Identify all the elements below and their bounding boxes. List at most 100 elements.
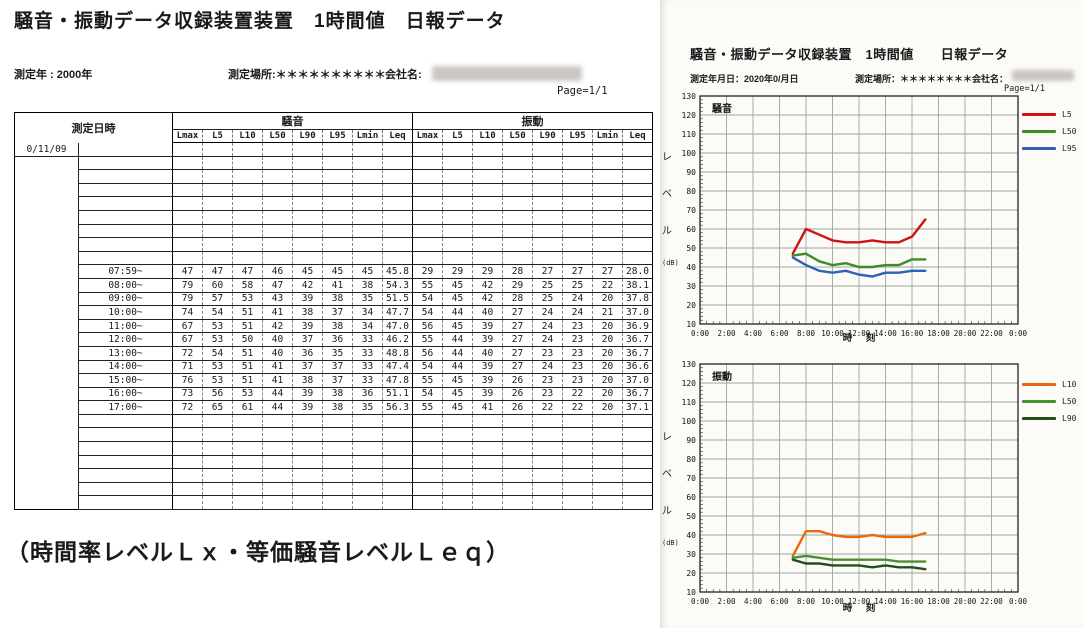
time-cell: 14:00~ [78,360,173,375]
vibration-value-cell: 40 [472,346,503,361]
noise-value-cell: 38 [322,400,353,415]
svg-text:10:00: 10:00 [821,329,844,338]
vibration-value-cell [412,196,443,211]
table-row: 11:00~ 67 53 51 42 39 38 34 47.0 56 45 39 27 24 23 20 36… [15,319,653,334]
chart-svg: 10 20 30 40 50 60 70 80 90 100 110 120 130 0:00 2:00 4:… [682,360,1028,606]
svg-text:騒音: 騒音 [711,102,732,115]
noise-value-cell: 44 [262,400,293,415]
vibration-value-cell [532,183,563,198]
vibration-value-cell: 25 [532,292,563,307]
vibration-value-cell: 45 [442,278,473,293]
noise-value-cell [202,142,233,157]
noise-value-cell: 41 [262,360,293,375]
svg-text:16:00: 16:00 [901,329,924,338]
vibration-value-cell [562,251,593,266]
svg-text:30: 30 [686,550,696,559]
vibration-value-cell [502,224,533,239]
legend-item: L50 [1022,393,1082,410]
noise-value-cell [382,169,413,184]
vibration-value-cell: 42 [472,292,503,307]
noise-value-cell [202,196,233,211]
svg-text:20: 20 [686,569,696,578]
vibration-value-cell [622,414,653,429]
noise-value-cell: 42 [292,278,323,293]
noise-value-cell: 51.1 [382,387,413,402]
table-row: 0/11/09 [14,142,653,157]
vibration-value-cell: 27 [562,264,593,279]
noise-value-cell: 41 [262,373,293,388]
noise-value-cell [202,169,233,184]
vibration-value-cell [592,142,623,157]
vibration-value-cell [562,224,593,239]
time-cell: 16:00~ [78,387,173,402]
noise-value-cell [322,414,353,429]
vibration-value-cell [622,142,653,157]
noise-value-cell: 37 [322,360,353,375]
svg-text:10: 10 [686,588,696,597]
noise-value-cell: 34 [352,319,383,334]
time-cell [78,156,173,171]
svg-text:80: 80 [686,455,696,464]
vibration-value-cell: 24 [562,305,593,320]
noise-value-cell [322,427,353,443]
legend-line [1022,400,1056,403]
noise-value-cell [202,224,233,239]
vibration-value-cell: 28 [502,292,533,307]
vibration-value-cell: 36.7 [622,387,653,402]
vibration-value-cell [622,224,653,239]
noise-value-cell: 36 [322,332,353,347]
noise-value-cell: 47 [202,264,233,279]
vibration-value-cell: 55 [412,332,443,347]
noise-value-cell [292,210,323,225]
vibration-value-cell: 25 [562,278,593,293]
vibration-value-cell: 24 [532,360,563,375]
noise-value-cell [172,427,203,443]
noise-value-cell [232,455,263,470]
vibration-value-cell [472,183,503,198]
noise-value-cell [202,441,233,456]
noise-value-cell [232,156,263,171]
legend-label: L90 [1062,414,1077,423]
vibration-value-cell: 26 [502,400,533,415]
vibration-value-cell [502,183,533,198]
legend-line [1022,130,1056,133]
svg-text:70: 70 [686,206,696,215]
vibration-value-cell: 29 [442,264,473,279]
noise-value-cell [352,183,383,198]
noise-value-cell [262,441,293,456]
noise-value-cell [382,210,413,225]
noise-value-cell: 39 [292,319,323,334]
column-header: L10 [472,129,503,143]
noise-value-cell [172,414,203,429]
y-axis-label-char: ル [662,506,672,517]
vibration-value-cell [412,224,443,239]
table-caption: （時間率レベルＬｘ・等価騒音レベルＬｅｑ） [6,539,510,565]
vibration-value-cell [592,441,623,456]
svg-text:80: 80 [686,187,696,196]
vibration-value-cell: 27 [502,346,533,361]
vibration-value-cell [592,196,623,211]
vibration-value-cell [562,210,593,225]
svg-text:100: 100 [682,149,697,158]
time-cell: 10:00~ [78,305,173,320]
noise-value-cell [292,455,323,470]
legend-line [1022,113,1056,116]
vibration-value-cell [532,169,563,184]
noise-value-cell: 40 [262,332,293,347]
vibration-chart-y-axis-label: レベル (dB) [662,428,688,576]
svg-text:20:00: 20:00 [954,597,977,606]
vibration-value-cell [472,210,503,225]
time-cell: 15:00~ [78,373,173,388]
table-row [15,495,653,511]
noise-value-cell [172,455,203,470]
vibration-value-cell [472,495,503,511]
datetime-header: 測定日時 [71,122,116,135]
noise-value-cell [322,224,353,239]
vibration-value-cell [472,237,503,252]
noise-value-cell: 50 [232,332,263,347]
vibration-value-cell: 36.7 [622,332,653,347]
noise-value-cell: 38 [322,319,353,334]
noise-chart: 10 20 30 40 50 60 70 80 90 100 110 120 130 0:00 2:00 4:… [656,90,1036,352]
y-axis-label-char: (dB) [662,259,679,267]
legend-label: L10 [1062,380,1077,389]
